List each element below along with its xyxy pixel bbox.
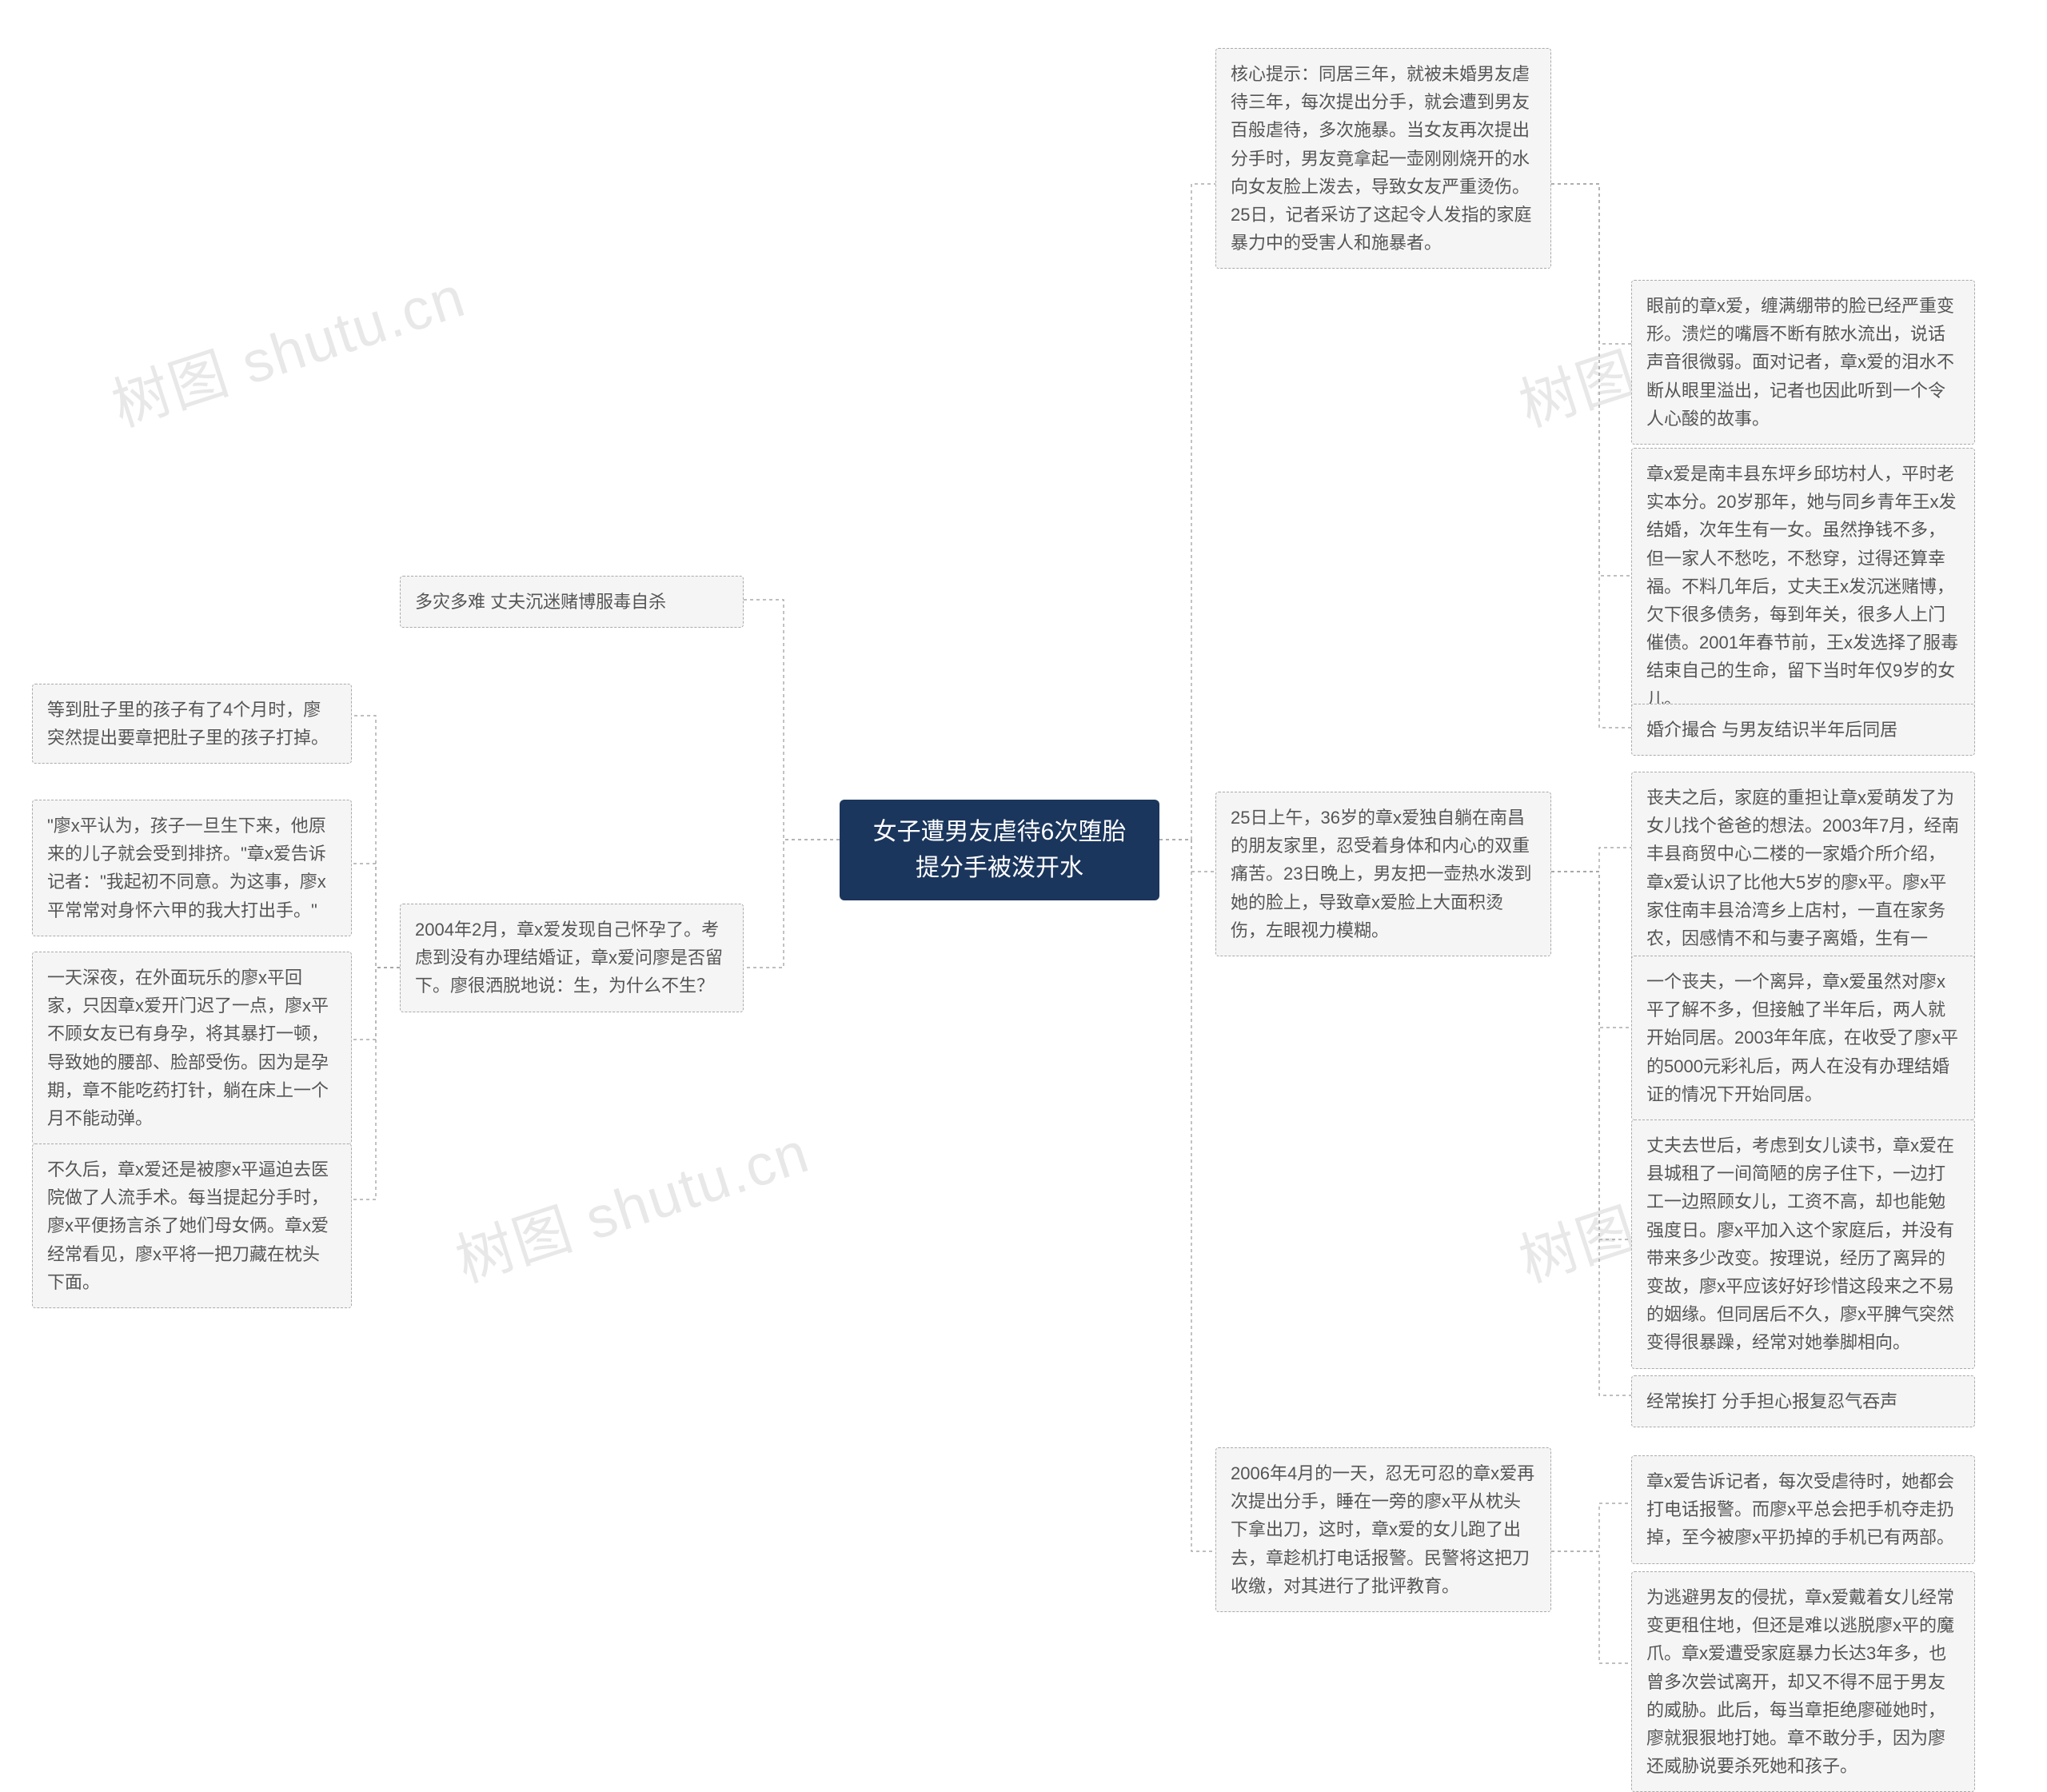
node-text: 章x爱告诉记者，每次受虐待时，她都会打电话报警。而廖x平总会把手机夺走扔掉，至今… — [1646, 1471, 1954, 1547]
node-text: 经常挨打 分手担心报复忍气吞声 — [1646, 1391, 1897, 1411]
node-text: 2006年4月的一天，忍无可忍的章x爱再次提出分手，睡在一旁的廖x平从枕头下拿出… — [1231, 1463, 1534, 1596]
node-text: 眼前的章x爱，缠满绷带的脸已经严重变形。溃烂的嘴唇不断有脓水流出，说话声音很微弱… — [1646, 296, 1954, 429]
node-text: 核心提示：同居三年，就被未婚男友虐待三年，每次提出分手，就会遭到男友百般虐待，多… — [1231, 64, 1531, 253]
center-topic[interactable]: 女子遭男友虐待6次堕胎提分手被泼开水 — [840, 800, 1159, 900]
node-r1c[interactable]: 婚介撮合 与男友结识半年后同居 — [1631, 704, 1975, 756]
center-text: 女子遭男友虐待6次堕胎提分手被泼开水 — [873, 819, 1127, 881]
node-r2b[interactable]: 一个丧夫，一个离异，章x爱虽然对廖x平了解不多，但接触了半年后，两人就开始同居。… — [1631, 956, 1975, 1120]
node-text: 婚介撮合 与男友结识半年后同居 — [1646, 720, 1897, 740]
node-l2d[interactable]: 不久后，章x爱还是被廖x平逼迫去医院做了人流手术。每当提起分手时，廖x平便扬言杀… — [32, 1143, 352, 1308]
node-l2[interactable]: 2004年2月，章x爱发现自己怀孕了。考虑到没有办理结婚证，章x爱问廖是否留下。… — [400, 904, 744, 1012]
node-l2a[interactable]: 等到肚子里的孩子有了4个月时，廖突然提出要章把肚子里的孩子打掉。 — [32, 684, 352, 764]
node-text: 为逃避男友的侵扰，章x爱戴着女儿经常变更租住地，但还是难以逃脱廖x平的魔爪。章x… — [1646, 1587, 1954, 1776]
node-text: 一个丧夫，一个离异，章x爱虽然对廖x平了解不多，但接触了半年后，两人就开始同居。… — [1646, 972, 1958, 1104]
node-r3b[interactable]: 为逃避男友的侵扰，章x爱戴着女儿经常变更租住地，但还是难以逃脱廖x平的魔爪。章x… — [1631, 1571, 1975, 1792]
node-text: 章x爱是南丰县东坪乡邱坊村人，平时老实本分。20岁那年，她与同乡青年王x发结婚，… — [1646, 464, 1958, 709]
node-r2[interactable]: 25日上午，36岁的章x爱独自躺在南昌的朋友家里，忍受着身体和内心的双重痛苦。2… — [1215, 792, 1551, 956]
node-r2c[interactable]: 丈夫去世后，考虑到女儿读书，章x爱在县城租了一间简陋的房子住下，一边打工一边照顾… — [1631, 1120, 1975, 1369]
node-l2c[interactable]: 一天深夜，在外面玩乐的廖x平回家，只因章x爱开门迟了一点，廖x平不顾女友已有身孕… — [32, 952, 352, 1144]
node-text: 等到肚子里的孩子有了4个月时，廖突然提出要章把肚子里的孩子打掉。 — [47, 700, 329, 748]
node-r1a[interactable]: 眼前的章x爱，缠满绷带的脸已经严重变形。溃烂的嘴唇不断有脓水流出，说话声音很微弱… — [1631, 280, 1975, 445]
node-r1[interactable]: 核心提示：同居三年，就被未婚男友虐待三年，每次提出分手，就会遭到男友百般虐待，多… — [1215, 48, 1551, 269]
node-text: 2004年2月，章x爱发现自己怀孕了。考虑到没有办理结婚证，章x爱问廖是否留下。… — [415, 920, 723, 996]
node-text: 25日上午，36岁的章x爱独自躺在南昌的朋友家里，忍受着身体和内心的双重痛苦。2… — [1231, 808, 1531, 940]
node-text: 丈夫去世后，考虑到女儿读书，章x爱在县城租了一间简陋的房子住下，一边打工一边照顾… — [1646, 1135, 1954, 1352]
node-text: 多灾多难 丈夫沉迷赌博服毒自杀 — [415, 592, 666, 612]
node-r1b[interactable]: 章x爱是南丰县东坪乡邱坊村人，平时老实本分。20岁那年，她与同乡青年王x发结婚，… — [1631, 448, 1975, 725]
node-l1[interactable]: 多灾多难 丈夫沉迷赌博服毒自杀 — [400, 576, 744, 628]
node-l2b[interactable]: "廖x平认为，孩子一旦生下来，他原来的儿子就会受到排挤。"章x爱告诉记者："我起… — [32, 800, 352, 936]
node-r3[interactable]: 2006年4月的一天，忍无可忍的章x爱再次提出分手，睡在一旁的廖x平从枕头下拿出… — [1215, 1447, 1551, 1612]
node-text: 不久后，章x爱还是被廖x平逼迫去医院做了人流手术。每当提起分手时，廖x平便扬言杀… — [47, 1159, 329, 1292]
node-r3a[interactable]: 章x爱告诉记者，每次受虐待时，她都会打电话报警。而廖x平总会把手机夺走扔掉，至今… — [1631, 1455, 1975, 1564]
node-r2d[interactable]: 经常挨打 分手担心报复忍气吞声 — [1631, 1375, 1975, 1427]
node-text: "廖x平认为，孩子一旦生下来，他原来的儿子就会受到排挤。"章x爱告诉记者："我起… — [47, 816, 326, 920]
node-text: 丧夫之后，家庭的重担让章x爱萌发了为女儿找个爸爸的想法。2003年7月，经南丰县… — [1646, 788, 1959, 976]
node-text: 一天深夜，在外面玩乐的廖x平回家，只因章x爱开门迟了一点，廖x平不顾女友已有身孕… — [47, 968, 329, 1128]
